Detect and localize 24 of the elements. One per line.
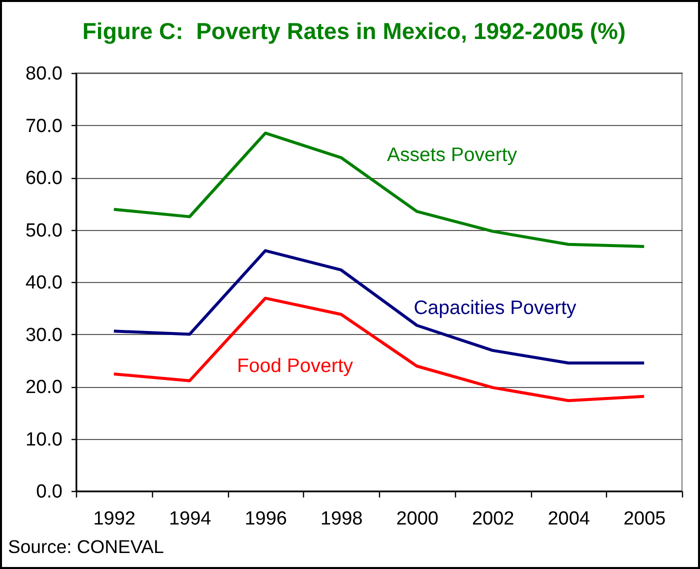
y-tick-label: 10.0 <box>26 429 62 450</box>
series-label: Assets Poverty <box>386 144 518 166</box>
source-note: Source: CONEVAL <box>8 536 164 557</box>
chart-title: Figure C: Poverty Rates in Mexico, 1992-2005 (%) <box>82 18 626 44</box>
y-tick-label: 20.0 <box>26 377 62 398</box>
x-tick-label: 2004 <box>548 508 590 530</box>
y-tick-label: 80.0 <box>26 64 62 84</box>
x-tick-label: 1996 <box>244 508 288 530</box>
x-tick-label: 1992 <box>93 508 136 530</box>
series-label: Food Poverty <box>237 355 354 377</box>
y-tick-label: 40.0 <box>26 272 62 294</box>
x-tick-label: 2000 <box>396 508 439 530</box>
line-series <box>112 296 646 402</box>
y-tick-label: 70.0 <box>26 116 62 137</box>
x-tick-label: 1998 <box>320 508 363 530</box>
y-tick-label: 0.0 <box>36 482 62 502</box>
y-tick-label: 60.0 <box>26 168 62 189</box>
x-tick-label: 2005 <box>623 508 666 530</box>
y-tick-label: 30.0 <box>26 324 62 346</box>
y-tick-label: 50.0 <box>26 220 62 242</box>
line-series <box>112 132 646 248</box>
series-label: Capacities Poverty <box>414 297 577 319</box>
x-tick-label: 1994 <box>168 508 212 530</box>
x-tick-label: 2002 <box>472 508 514 530</box>
